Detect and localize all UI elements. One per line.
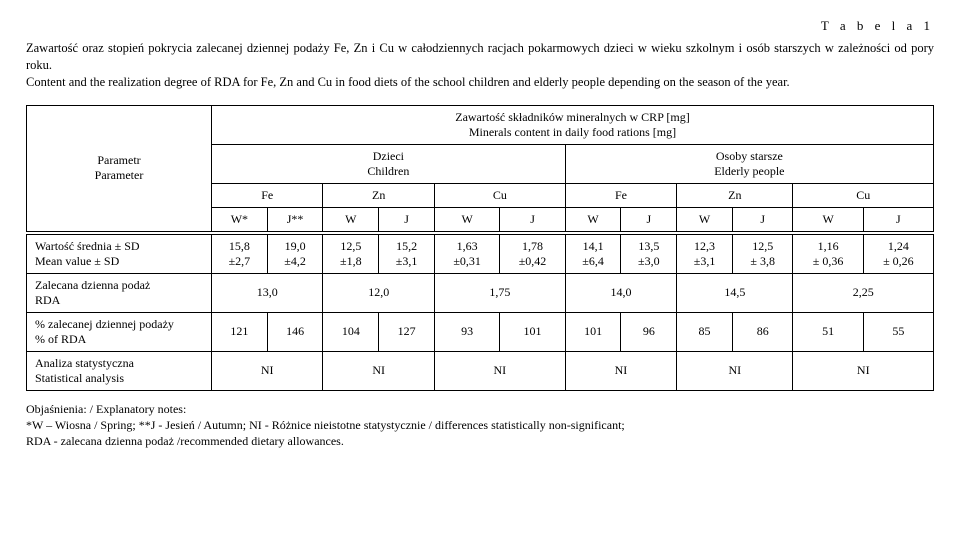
caption-en: Content and the realization degree of RD… — [26, 75, 790, 89]
cell: 104 — [323, 312, 379, 351]
col-cu: Cu — [434, 183, 565, 207]
stat-pl: Analiza statystyczna — [35, 356, 134, 370]
col-w: W* — [212, 207, 268, 233]
col-w: W — [323, 207, 379, 233]
cell: 14,5 — [677, 273, 793, 312]
caption-block: Zawartość oraz stopień pokrycia zalecane… — [26, 40, 934, 91]
col-zn: Zn — [677, 183, 793, 207]
cell: 13,0 — [212, 273, 323, 312]
row-rda: Zalecana dzienna podaż RDA 13,0 12,0 1,7… — [27, 273, 934, 312]
dzieci: Dzieci — [373, 149, 404, 163]
children: Children — [367, 164, 409, 178]
col-j: J — [621, 207, 677, 233]
row-mean-head: Wartość średnia ± SD Mean value ± SD — [27, 233, 212, 274]
col-w: W — [677, 207, 733, 233]
cell: 1,75 — [434, 273, 565, 312]
col-zn: Zn — [323, 183, 434, 207]
col-w: W — [434, 207, 499, 233]
rda-en: RDA — [35, 293, 60, 307]
children-header: Dzieci Children — [212, 144, 566, 183]
cell: NI — [434, 351, 565, 390]
cell: 15,2±3,1 — [379, 233, 435, 274]
stat-en: Statistical analysis — [35, 371, 124, 385]
top-header: Zawartość składników mineralnych w CRP [… — [212, 105, 934, 144]
table-label: T a b e l a 1 — [26, 18, 934, 34]
cell: 1,24± 0,26 — [863, 233, 933, 274]
caption-pl: Zawartość oraz stopień pokrycia zalecane… — [26, 41, 934, 72]
col-j: J** — [267, 207, 323, 233]
col-j: J — [500, 207, 565, 233]
cell: 55 — [863, 312, 933, 351]
foot1: Objaśnienia: / Explanatory notes: — [26, 402, 186, 416]
foot2: *W – Wiosna / Spring; **J - Jesień / Aut… — [26, 418, 625, 432]
foot3: RDA - zalecana dzienna podaż /recommende… — [26, 434, 344, 448]
cell: 51 — [793, 312, 863, 351]
rda-pl: Zalecana dzienna podaż — [35, 278, 150, 292]
top-pl: Zawartość składników mineralnych w CRP [… — [455, 110, 690, 124]
row-pct-head: % zalecanej dziennej podaży % of RDA — [27, 312, 212, 351]
cell: 101 — [500, 312, 565, 351]
cell: 12,3±3,1 — [677, 233, 733, 274]
cell: 13,5±3,0 — [621, 233, 677, 274]
cell: 12,5±1,8 — [323, 233, 379, 274]
mean-pl: Wartość średnia ± SD — [35, 239, 140, 253]
param-header: Parametr Parameter — [27, 105, 212, 233]
col-j: J — [732, 207, 793, 233]
col-j: J — [379, 207, 435, 233]
row-stat: Analiza statystyczna Statistical analysi… — [27, 351, 934, 390]
cell: NI — [323, 351, 434, 390]
top-en: Minerals content in daily food rations [… — [469, 125, 676, 139]
osoby: Osoby starsze — [716, 149, 783, 163]
row-mean: Wartość średnia ± SD Mean value ± SD 15,… — [27, 233, 934, 274]
pct-pl: % zalecanej dziennej podaży — [35, 317, 174, 331]
col-fe: Fe — [565, 183, 676, 207]
cell: 15,8±2,7 — [212, 233, 268, 274]
cell: 14,1±6,4 — [565, 233, 621, 274]
param-en: Parameter — [95, 168, 144, 182]
cell: 1,16± 0,36 — [793, 233, 863, 274]
col-fe: Fe — [212, 183, 323, 207]
row-stat-head: Analiza statystyczna Statistical analysi… — [27, 351, 212, 390]
cell: 146 — [267, 312, 323, 351]
cell: 12,5± 3,8 — [732, 233, 793, 274]
col-w: W — [565, 207, 621, 233]
cell: 1,63±0,31 — [434, 233, 499, 274]
cell: 85 — [677, 312, 733, 351]
mean-en: Mean value ± SD — [35, 254, 119, 268]
cell: 101 — [565, 312, 621, 351]
cell: 86 — [732, 312, 793, 351]
cell: 14,0 — [565, 273, 676, 312]
data-table: Parametr Parameter Zawartość składników … — [26, 105, 934, 391]
cell: NI — [212, 351, 323, 390]
pct-en: % of RDA — [35, 332, 86, 346]
footnotes: Objaśnienia: / Explanatory notes: *W – W… — [26, 401, 934, 450]
cell: NI — [677, 351, 793, 390]
param-pl: Parametr — [97, 153, 140, 167]
cell: 2,25 — [793, 273, 934, 312]
cell: 93 — [434, 312, 499, 351]
row-pct: % zalecanej dziennej podaży % of RDA 121… — [27, 312, 934, 351]
cell: 12,0 — [323, 273, 434, 312]
cell: NI — [793, 351, 934, 390]
col-cu: Cu — [793, 183, 934, 207]
elderly-header: Osoby starsze Elderly people — [565, 144, 933, 183]
col-w: W — [793, 207, 863, 233]
cell: 127 — [379, 312, 435, 351]
cell: 19,0±4,2 — [267, 233, 323, 274]
elderly: Elderly people — [714, 164, 784, 178]
cell: 1,78±0,42 — [500, 233, 565, 274]
cell: NI — [565, 351, 676, 390]
col-j: J — [863, 207, 933, 233]
row-rda-head: Zalecana dzienna podaż RDA — [27, 273, 212, 312]
cell: 121 — [212, 312, 268, 351]
cell: 96 — [621, 312, 677, 351]
